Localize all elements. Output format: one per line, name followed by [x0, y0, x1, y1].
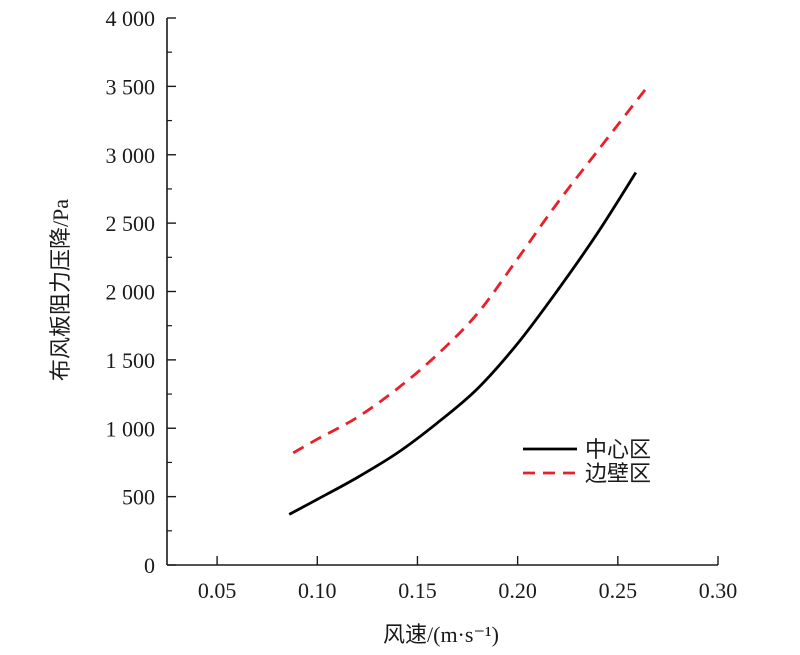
y-tick-label: 500 — [122, 485, 155, 510]
y-tick-label: 2 500 — [106, 211, 156, 236]
y-tick-label: 1 000 — [106, 416, 156, 441]
x-tick-label: 0.05 — [198, 578, 237, 603]
x-tick-label: 0.10 — [298, 578, 337, 603]
y-tick-label: 1 500 — [106, 348, 156, 373]
series-line-2 — [292, 82, 651, 455]
x-axis-title: 风速/(m·s⁻¹) — [383, 622, 499, 647]
legend-label-2: 边壁区 — [585, 461, 651, 486]
y-tick-label: 3 500 — [106, 74, 156, 99]
y-tick-label: 2 000 — [106, 280, 156, 305]
x-tick-label: 0.15 — [398, 578, 437, 603]
x-tick-label: 0.25 — [599, 578, 638, 603]
x-tick-label: 0.30 — [699, 578, 738, 603]
y-tick-label: 0 — [144, 553, 155, 578]
y-tick-label: 3 000 — [106, 143, 156, 168]
y-tick-label: 4 000 — [106, 6, 156, 31]
y-axis-title: 布风板阻力压降/Pa — [48, 199, 73, 381]
legend-label-1: 中心区 — [585, 437, 651, 462]
x-axis-ticks: 0.05 0.10 0.15 0.20 0.25 0.30 — [198, 556, 737, 603]
series-line-1 — [288, 171, 638, 516]
series-layer — [288, 82, 651, 516]
y-axis-ticks: 0 500 1 000 1 500 2 000 2 500 3 000 3 500 4 000 — [106, 6, 176, 578]
x-tick-label: 0.20 — [498, 578, 537, 603]
